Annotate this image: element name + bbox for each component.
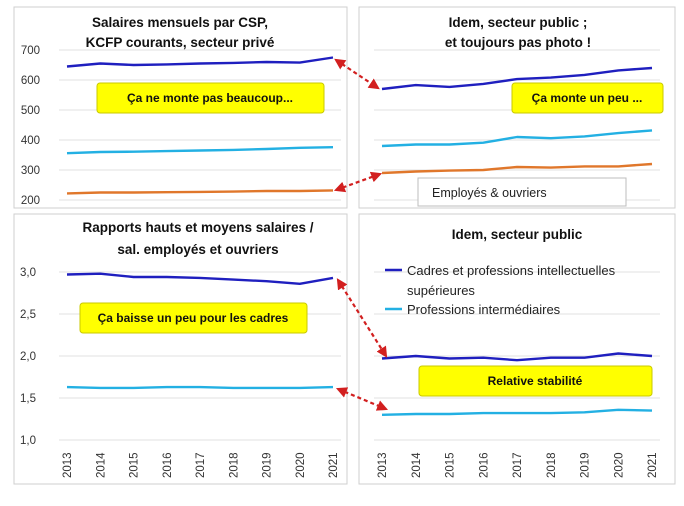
annotation-text: Relative stabilité <box>488 374 583 388</box>
annotation-box <box>511 82 664 114</box>
y-tick-label: 1,0 <box>20 435 36 447</box>
y-tick-label: 700 <box>21 45 40 57</box>
y-tick-label: 600 <box>21 75 40 87</box>
callout-text: Employés & ouvriers <box>432 186 547 200</box>
annotation-text: Ça baisse un peu pour les cadres <box>98 311 289 325</box>
y-tick-label: 1,5 <box>20 393 36 405</box>
panel-frame-public-ratios <box>358 213 676 485</box>
y-tick-label: 2,5 <box>20 309 36 321</box>
series-line-cadres <box>66 56 334 68</box>
y-tick-label: 300 <box>21 165 40 177</box>
annotation-box <box>418 365 653 397</box>
connector-arrow-ouvriers-salaries <box>333 171 383 193</box>
x-tick-label: 2017 <box>512 452 524 478</box>
y-tick-label: 3,0 <box>20 267 36 279</box>
x-tick-label: 2020 <box>613 452 625 478</box>
x-tick-label: 2013 <box>62 452 74 478</box>
annotation-text: Ça monte un peu ... <box>532 91 643 105</box>
chart-title: Idem, secteur public <box>452 227 583 242</box>
series-line-intermediaires <box>381 129 653 148</box>
callout-box <box>417 177 627 207</box>
annotation-box <box>96 82 325 114</box>
legend-label-cadres-cont: supérieures <box>407 283 475 298</box>
x-tick-label: 2021 <box>328 452 340 478</box>
x-tick-label: 2018 <box>546 452 558 478</box>
x-tick-label: 2015 <box>129 452 141 478</box>
series-line-cadres <box>381 352 653 362</box>
series-line-intermediaires <box>66 385 334 390</box>
x-tick-label: 2018 <box>228 452 240 478</box>
series-line-intermediaires <box>66 146 334 155</box>
y-tick-label: 400 <box>21 135 40 147</box>
x-tick-label: 2016 <box>478 452 490 478</box>
chart-title: Salaires mensuels par CSP, <box>92 15 268 30</box>
x-tick-label: 2015 <box>445 452 457 478</box>
connector-arrow-cadres-salaries <box>334 58 380 90</box>
panel-frame-private-ratios <box>13 213 348 485</box>
legend-label-cadres: Cadres et professions intellectuelles <box>407 263 616 278</box>
series-line-cadres <box>66 272 334 285</box>
chart-title: et toujours pas photo ! <box>445 35 591 50</box>
x-tick-label: 2020 <box>295 452 307 478</box>
y-tick-label: 500 <box>21 105 40 117</box>
connector-arrow-cadres-ratios <box>336 278 388 358</box>
x-tick-label: 2016 <box>162 452 174 478</box>
x-tick-label: 2014 <box>95 452 107 478</box>
y-tick-label: 2,0 <box>20 351 36 363</box>
series-line-cadres <box>381 66 653 91</box>
annotation-text: Ça ne monte pas beaucoup... <box>127 91 293 105</box>
x-tick-label: 2019 <box>262 452 274 478</box>
series-line-intermediaires <box>381 408 653 416</box>
x-tick-label: 2013 <box>377 452 389 478</box>
series-line-ouvriers <box>381 162 653 175</box>
legend-label-intermediaires: Professions intermédiaires <box>407 302 561 317</box>
chart-title: sal. employés et ouvriers <box>117 242 278 257</box>
chart-title: Idem, secteur public ; <box>449 15 588 30</box>
annotation-box <box>79 302 308 334</box>
chart-title: Rapports hauts et moyens salaires / <box>82 220 313 235</box>
y-tick-label: 200 <box>21 195 40 207</box>
chart-title: KCFP courants, secteur privé <box>86 35 275 50</box>
x-tick-label: 2019 <box>580 452 592 478</box>
series-line-ouvriers <box>66 189 334 195</box>
x-tick-label: 2017 <box>195 452 207 478</box>
x-tick-label: 2014 <box>411 452 423 478</box>
x-tick-label: 2021 <box>647 452 659 478</box>
connector-arrow-intermediaires-ratios <box>335 387 389 411</box>
